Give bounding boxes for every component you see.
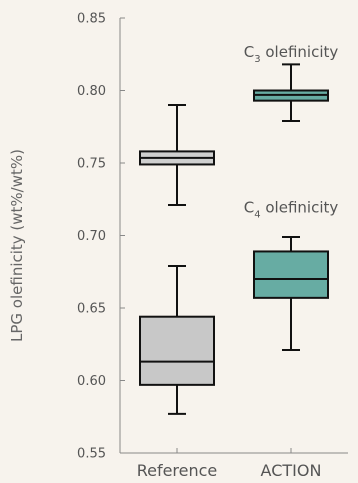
y-tick-label: 0.80 (77, 84, 106, 99)
x-category-label: Reference (137, 461, 218, 480)
axis-group: 0.55 0.60 0.65 0.70 0.75 0.80 0.85 Reference ACT… (8, 12, 348, 480)
annotation-subscript: 4 (254, 209, 260, 220)
iqr-box (139, 315, 215, 386)
series-annotation: C3 olefinicity (244, 43, 339, 65)
annotation-rest: olefinicity (261, 198, 339, 216)
y-tick-label: 0.65 (77, 302, 106, 317)
annotation-subscript: 3 (254, 54, 260, 65)
annotation-main: C (244, 43, 254, 61)
annotation-rest: olefinicity (261, 43, 339, 61)
y-axis-title: LPG olefinicity (wt%/wt%) (8, 149, 26, 342)
box-group (139, 63, 329, 415)
y-tick-label: 0.70 (77, 229, 106, 244)
x-category-label: ACTION (261, 461, 322, 480)
y-tick-label: 0.60 (77, 374, 106, 389)
iqr-box (253, 250, 329, 299)
y-tick-label: 0.85 (77, 12, 106, 27)
series-annotation: C4 olefinicity (244, 198, 339, 220)
y-tick-label: 0.55 (77, 447, 106, 462)
y-tick-label: 0.75 (77, 157, 106, 172)
annotation-main: C (244, 198, 254, 216)
